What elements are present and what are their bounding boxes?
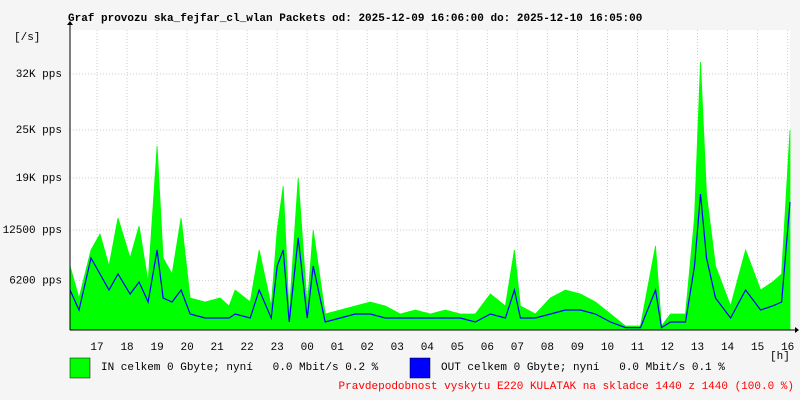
y-tick-label: 32K pps	[16, 69, 62, 81]
x-tick-label: 21	[211, 342, 225, 354]
out-line	[69, 193, 791, 329]
x-tick-label: 13	[691, 342, 704, 354]
x-tick-label: 02	[361, 342, 374, 354]
x-tick-label: 23	[271, 342, 284, 354]
y-tick-label: 6200 pps	[9, 275, 62, 287]
x-tick-label: 10	[601, 342, 614, 354]
x-unit-label: [h]	[770, 351, 790, 363]
legend-label: IN celkem 0 Gbyte; nyní 0.0 Mbit/s 0.2 %	[101, 362, 379, 374]
x-tick-label: 20	[180, 342, 193, 354]
x-tick-label: 00	[301, 342, 314, 354]
marks	[69, 61, 791, 331]
x-tick-label: 01	[331, 342, 345, 354]
legend-swatch	[69, 357, 91, 379]
x-tick-label: 07	[511, 342, 524, 354]
legend-swatch	[409, 357, 431, 379]
x-tick-label: 16	[781, 342, 794, 354]
footer: Pravdepodobnost vyskytu E220 KULATAK na …	[339, 381, 794, 393]
y-axis-arrow	[67, 21, 73, 25]
y-tick-label: 19K pps	[16, 173, 62, 185]
x-tick-label: 05	[451, 342, 464, 354]
y-tick-label: 25K pps	[16, 125, 62, 137]
x-tick-label: 09	[571, 342, 584, 354]
y-tick-label: 12500 pps	[3, 225, 62, 237]
x-tick-label: 17	[90, 342, 103, 354]
axes	[67, 21, 799, 333]
x-tick-label: 04	[421, 342, 435, 354]
x-tick-label: 15	[751, 342, 764, 354]
legend-label: OUT celkem 0 Gbyte; nyní 0.0 Mbit/s 0.1 …	[441, 362, 725, 374]
x-tick-label: 11	[631, 342, 645, 354]
x-tick-label: 19	[150, 342, 163, 354]
x-tick-label: 12	[661, 342, 674, 354]
y-unit-label: [/s]	[14, 32, 40, 44]
chart-title: Graf provozu ska_fejfar_cl_wlan Packets …	[68, 13, 642, 25]
x-axis-arrow	[795, 327, 799, 333]
x-tick-label: 03	[391, 342, 404, 354]
x-tick-label: 22	[241, 342, 254, 354]
x-tick-label: 08	[541, 342, 554, 354]
x-tick-label: 18	[120, 342, 133, 354]
x-tick-label: 14	[721, 342, 735, 354]
in-area	[69, 61, 791, 331]
x-tick-label: 06	[481, 342, 494, 354]
